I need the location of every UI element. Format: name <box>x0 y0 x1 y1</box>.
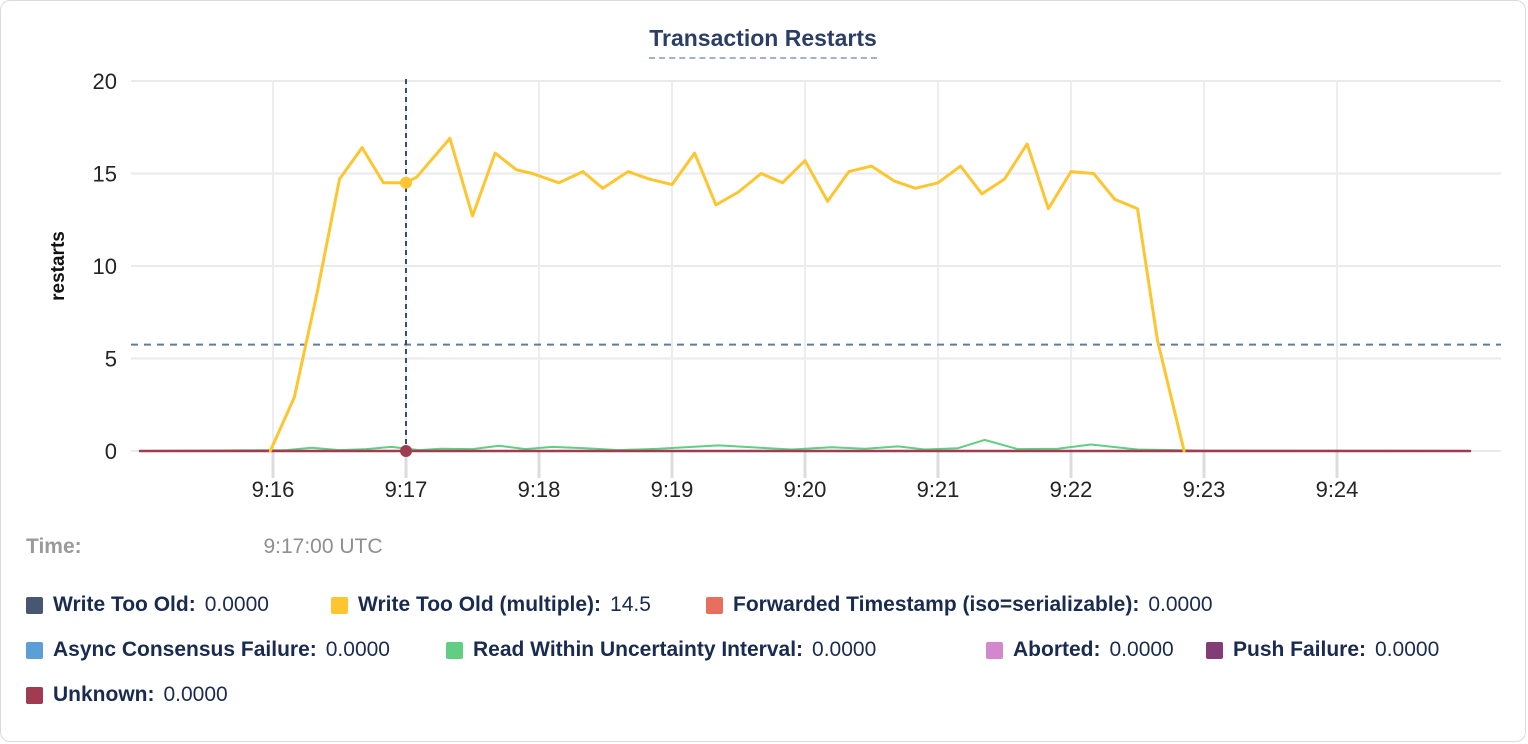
legend-value: 0.0000 <box>325 638 390 661</box>
chart-title-wrap: Transaction Restarts <box>1 25 1525 59</box>
legend: Write Too Old: 0.0000 Write Too Old (multi… <box>1 591 1525 726</box>
legend-row-2: Async Consensus Failure: 0.0000 Read Withi… <box>1 636 1525 664</box>
legend-label: Unknown: <box>53 683 155 706</box>
legend-label: Write Too Old (multiple): <box>358 593 602 616</box>
legend-swatch <box>26 641 43 659</box>
y-tick-label: 10 <box>93 254 117 279</box>
legend-swatch <box>26 686 43 704</box>
legend-value: 0.0000 <box>812 638 877 661</box>
legend-value: 0.0000 <box>1109 638 1174 661</box>
transaction-restarts-chart[interactable]: 0 5 10 15 20 9:16 9:17 9:18 9:19 9:20 9:21 9:22 9:23… <box>1 1 1526 513</box>
y-tick-label: 0 <box>105 439 117 464</box>
x-tick-label: 9:20 <box>784 477 827 502</box>
legend-swatch <box>331 596 348 614</box>
x-tick-label: 9:23 <box>1183 477 1226 502</box>
legend-item[interactable]: Write Too Old (multiple): 14.5 <box>331 593 706 617</box>
hover-time-row: Time: 9:17:00 UTC <box>1 535 1525 559</box>
hover-time-label: Time: <box>26 535 82 558</box>
legend-item[interactable]: Forwarded Timestamp (iso=serializable): 0… <box>706 593 1213 617</box>
hover-dot <box>400 176 412 189</box>
legend-item[interactable]: Write Too Old: 0.0000 <box>26 593 331 617</box>
legend-swatch <box>986 641 1003 659</box>
legend-value: 0.0000 <box>1148 593 1213 616</box>
y-tick-label: 15 <box>93 162 117 187</box>
chart-title[interactable]: Transaction Restarts <box>649 25 877 59</box>
legend-value: 0.0000 <box>163 683 228 706</box>
series-line <box>268 136 1186 453</box>
legend-value: 0.0000 <box>1375 638 1440 661</box>
legend-swatch <box>1206 641 1223 659</box>
hover-dot <box>400 445 412 457</box>
x-tick-label: 9:17 <box>385 477 428 502</box>
legend-label: Forwarded Timestamp (iso=serializable): <box>733 593 1140 616</box>
x-tick-label: 9:19 <box>651 477 694 502</box>
legend-label: Push Failure: <box>1233 638 1367 661</box>
legend-label: Write Too Old: <box>53 593 196 616</box>
legend-item[interactable]: Push Failure: 0.0000 <box>1206 638 1439 662</box>
y-tick-label: 5 <box>105 347 117 372</box>
legend-value: 14.5 <box>610 593 651 616</box>
legend-label: Async Consensus Failure: <box>53 638 317 661</box>
y-tick-label: 20 <box>93 69 117 94</box>
legend-item[interactable]: Aborted: 0.0000 <box>986 638 1206 662</box>
x-tick-label: 9:18 <box>518 477 561 502</box>
legend-label: Read Within Uncertainty Interval: <box>473 638 804 661</box>
legend-label: Aborted: <box>1013 638 1101 661</box>
series-line <box>139 438 1471 452</box>
legend-item[interactable]: Async Consensus Failure: 0.0000 <box>26 638 446 662</box>
y-axis-label: restarts <box>48 231 69 301</box>
legend-row-3: Unknown: 0.0000 <box>1 681 1525 709</box>
legend-item[interactable]: Unknown: 0.0000 <box>26 683 228 707</box>
legend-value: 0.0000 <box>204 593 269 616</box>
x-tick-label: 9:21 <box>917 477 960 502</box>
x-tick-label: 9:22 <box>1050 477 1093 502</box>
legend-swatch <box>26 596 43 614</box>
legend-row-1: Write Too Old: 0.0000 Write Too Old (multi… <box>1 591 1525 619</box>
legend-swatch <box>446 641 463 659</box>
x-tick-label: 9:24 <box>1316 477 1359 502</box>
hover-time-value: 9:17:00 UTC <box>263 535 383 558</box>
x-tick-label: 9:16 <box>252 477 295 502</box>
legend-item[interactable]: Read Within Uncertainty Interval: 0.0000 <box>446 638 986 662</box>
legend-swatch <box>706 596 723 614</box>
